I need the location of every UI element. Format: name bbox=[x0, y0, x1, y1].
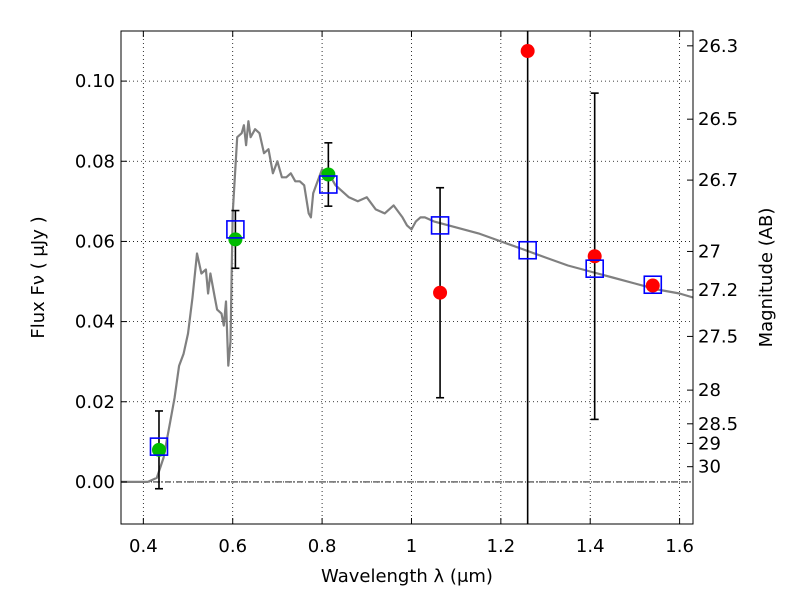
nondetection-point bbox=[645, 278, 660, 293]
x-tick-label: 1.6 bbox=[665, 536, 694, 557]
y-tick-label: 0.06 bbox=[75, 231, 115, 252]
y-axis-label-left: Flux Fν ( μJy ) bbox=[28, 216, 49, 338]
y-tick-label: 0.04 bbox=[75, 312, 115, 333]
x-tick-label: 1 bbox=[406, 536, 417, 557]
mag-tick-label: 28 bbox=[698, 380, 721, 401]
plot-clip-group bbox=[121, 31, 693, 524]
model-flux-point bbox=[226, 220, 245, 239]
detection-point bbox=[321, 167, 336, 182]
y-tick-label: 0.10 bbox=[75, 71, 115, 92]
x-tick-label: 0.8 bbox=[308, 536, 337, 557]
x-tick-label: 0.4 bbox=[129, 536, 158, 557]
mag-tick-label: 27.2 bbox=[698, 280, 738, 301]
mag-tick-label: 28.5 bbox=[698, 414, 738, 435]
y-axis-label-right: Magnitude (AB) bbox=[756, 208, 777, 348]
model-flux-point bbox=[585, 259, 604, 278]
y-tick-label: 0.00 bbox=[75, 472, 115, 493]
model-flux-point bbox=[149, 437, 169, 456]
mag-tick-label: 26.5 bbox=[698, 109, 738, 130]
mag-tick-label: 27.5 bbox=[698, 326, 738, 347]
detection-point bbox=[151, 442, 166, 457]
axis-ticks: 0.4 0.6 0.8 1 1.2 1.4 1.6 0.00 0.02 0.04 0.06 0.08 0… bbox=[75, 31, 738, 557]
mag-tick-label: 30 bbox=[698, 457, 721, 478]
y-tick-label: 0.08 bbox=[75, 151, 115, 172]
x-tick-label: 1.4 bbox=[576, 536, 605, 557]
nondetection-point bbox=[520, 44, 535, 59]
model-flux-point bbox=[430, 216, 450, 235]
plot-area bbox=[121, 31, 693, 524]
mag-tick-label: 26.7 bbox=[698, 170, 738, 191]
nondetection-point bbox=[587, 249, 602, 264]
model-flux-point bbox=[643, 275, 663, 295]
plot-frame bbox=[120, 30, 694, 525]
mag-tick-label: 27 bbox=[698, 241, 721, 262]
model-flux-point bbox=[319, 175, 338, 194]
x-tick-label: 1.2 bbox=[487, 536, 516, 557]
mag-tick-label: 26.3 bbox=[698, 36, 738, 57]
x-tick-label: 0.6 bbox=[218, 536, 247, 557]
y-tick-label: 0.02 bbox=[75, 392, 115, 413]
model-flux-point bbox=[518, 240, 537, 260]
nondetection-point bbox=[433, 285, 448, 300]
x-axis-label: Wavelength λ (μm) bbox=[321, 566, 493, 587]
mag-tick-label: 29 bbox=[698, 433, 721, 454]
detection-point bbox=[228, 232, 243, 247]
